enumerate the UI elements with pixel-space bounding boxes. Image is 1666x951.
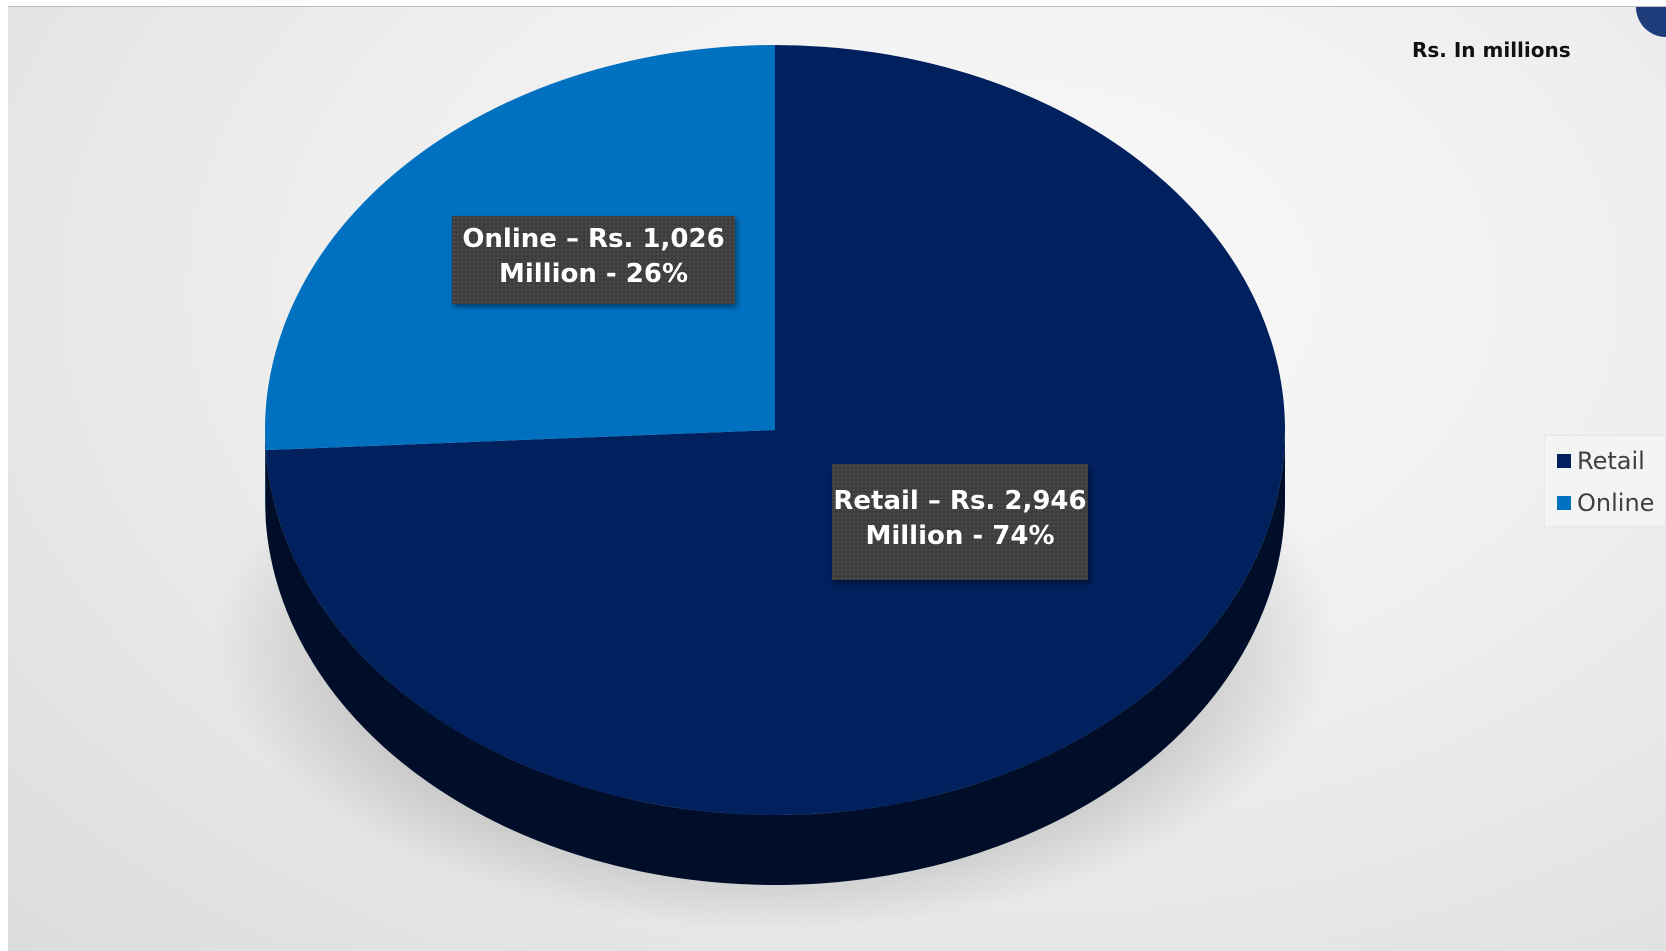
- pie-side-retail: [265, 430, 1286, 886]
- pie-slice-retail[interactable]: [265, 45, 1286, 816]
- legend-label-retail: Retail: [1577, 447, 1645, 475]
- legend-item-online[interactable]: Online: [1557, 482, 1665, 524]
- legend-item-retail[interactable]: Retail: [1557, 440, 1665, 482]
- data-label-retail-line1: Retail – Rs. 2,946: [833, 486, 1087, 516]
- legend-swatch-online: [1557, 496, 1571, 510]
- data-label-retail: Retail – Rs. 2,946 Million - 74%: [832, 464, 1088, 580]
- legend-swatch-retail: [1557, 454, 1571, 468]
- pie-side-online: [265, 430, 266, 521]
- data-label-online-line2: Million - 26%: [498, 259, 689, 289]
- data-label-online: Online – Rs. 1,026 Million - 26%: [452, 216, 735, 304]
- pie-sides: [265, 430, 1286, 886]
- legend-label-online: Online: [1577, 489, 1655, 517]
- pie-top: [265, 45, 1286, 816]
- legend: Retail Online: [1544, 435, 1666, 527]
- data-label-retail-line2: Million - 74%: [865, 521, 1055, 551]
- units-label: Rs. In millions: [1412, 38, 1571, 62]
- data-label-online-line1: Online – Rs. 1,026: [462, 224, 725, 254]
